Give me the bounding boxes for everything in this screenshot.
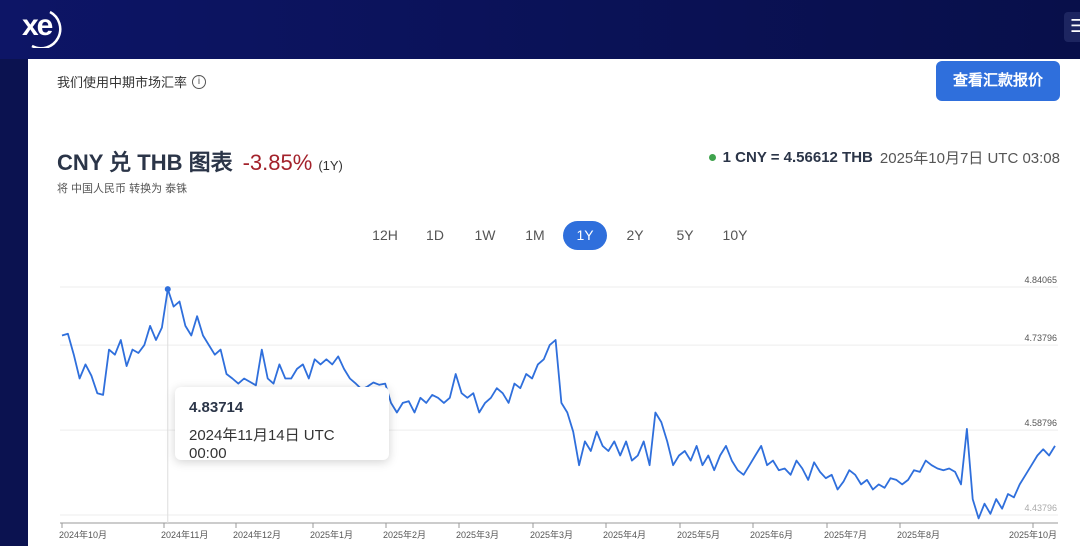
logo-text: xe <box>22 9 53 42</box>
rate-timestamp: 2025年10月7日 UTC 03:08 <box>879 150 1060 167</box>
hover-point <box>164 286 171 293</box>
current-rate: 1 CNY = 4.56612 THB 2025年10月7日 UTC 03:08 <box>708 147 1060 168</box>
top-header: xe ☰ <box>0 0 1080 59</box>
x-tick-label: 2025年7月 <box>824 529 867 540</box>
x-tick-label: 2025年4月 <box>603 529 646 540</box>
x-tick-label: 2025年3月 <box>456 529 499 540</box>
range-tab-1d[interactable]: 1D <box>426 227 444 243</box>
x-tick-label: 2025年2月 <box>383 529 426 540</box>
x-tick-label: 2024年10月 <box>59 529 107 540</box>
y-tick-label: 4.58796 <box>1024 418 1057 428</box>
xe-logo[interactable]: xe <box>20 8 68 48</box>
x-tick-label: 2025年5月 <box>677 529 720 540</box>
x-tick-label: 2025年3月 <box>530 529 573 540</box>
view-quote-button[interactable]: 查看汇款报价 <box>936 61 1060 101</box>
chart-card <box>28 59 1080 546</box>
rate-line <box>61 288 1056 520</box>
change-period: (1Y) <box>318 158 343 173</box>
range-tab-5y[interactable]: 5Y <box>676 227 694 243</box>
info-icon[interactable]: i <box>192 74 207 89</box>
x-tick-label: 2025年1月 <box>310 529 353 540</box>
rate-value: 1 CNY = 4.56612 THB <box>722 149 873 166</box>
range-tab-1m[interactable]: 1M <box>525 227 545 243</box>
x-tick-label: 2025年6月 <box>750 529 793 540</box>
time-range-tabs: 12H 1D 1W 1M 1Y 2Y 5Y 10Y <box>360 221 760 250</box>
range-tab-1y[interactable]: 1Y <box>563 221 607 250</box>
x-tick-label: 2025年10月 <box>1009 529 1057 540</box>
y-tick-label: 4.73796 <box>1024 333 1057 343</box>
range-tab-12h[interactable]: 12H <box>372 227 398 243</box>
x-tick-label: 2024年12月 <box>233 529 281 540</box>
x-tick-label: 2025年8月 <box>897 529 940 540</box>
x-tick-label: 2024年11月 <box>161 529 208 540</box>
chart-tooltip: 4.83714 2024年11月14日 UTC 00:00 <box>175 387 389 462</box>
y-tick-label: 4.43796 <box>1024 503 1057 513</box>
page-title: CNY 兑 THB 图表 <box>57 150 233 175</box>
conversion-subtitle: 将 中国人民币 转换为 泰铢 <box>57 183 188 195</box>
chart-title: CNY 兑 THB 图表 -3.85% (1Y) <box>57 145 343 177</box>
notice-text: 我们使用中期市场汇率 <box>57 75 188 90</box>
range-tab-1w[interactable]: 1W <box>474 227 496 243</box>
tooltip-date: 2024年11月14日 UTC 00:00 <box>189 427 335 462</box>
hamburger-menu-icon[interactable]: ☰ <box>1064 12 1080 42</box>
range-tab-2y[interactable]: 2Y <box>626 227 644 243</box>
range-tab-10y[interactable]: 10Y <box>722 227 748 243</box>
live-status-dot <box>708 154 716 161</box>
y-tick-label: 4.84065 <box>1024 275 1057 285</box>
tooltip-value: 4.83714 <box>189 399 244 416</box>
change-percent: -3.85% <box>242 150 313 175</box>
mid-market-notice: 我们使用中期市场汇率 i <box>57 72 207 91</box>
